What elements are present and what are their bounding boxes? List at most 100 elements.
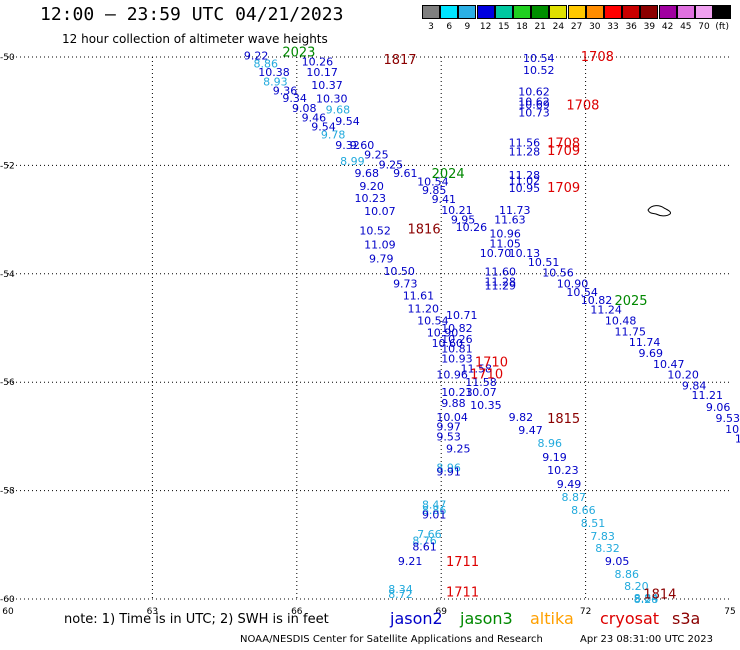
wave-height-label: 9.36 bbox=[273, 85, 298, 98]
x-tick-label: 60 bbox=[2, 607, 14, 617]
wave-height-label: 9.22 bbox=[244, 49, 269, 62]
wave-height-label: 9.21 bbox=[398, 555, 423, 568]
wave-height-label: 9.32 bbox=[335, 139, 360, 152]
wave-height-label: 10.54 bbox=[417, 314, 449, 327]
pass-time-label: 1708 bbox=[581, 50, 614, 65]
wave-height-label: 11.24 bbox=[590, 304, 622, 317]
x-tick-label: 75 bbox=[724, 607, 735, 617]
wave-height-label: 11.56 bbox=[509, 137, 541, 150]
wave-height-label: 7.66 bbox=[417, 528, 442, 541]
wave-height-label: 10.38 bbox=[258, 66, 290, 79]
wave-height-label: 9.46 bbox=[302, 112, 327, 125]
y-tick-label: -50 bbox=[0, 53, 15, 63]
scale-swatch bbox=[604, 5, 622, 19]
pass-time-label: 1710 bbox=[470, 368, 503, 383]
wave-height-label: 10.35 bbox=[470, 399, 502, 412]
legend-s3a: s3a bbox=[672, 609, 701, 628]
wave-height-label: 11.74 bbox=[629, 336, 661, 349]
scale-swatch bbox=[458, 5, 477, 19]
scale-label: 15 bbox=[498, 22, 510, 32]
scale-swatch bbox=[585, 5, 604, 19]
wave-height-label: 9.08 bbox=[292, 102, 317, 115]
wave-height-label: 8.20 bbox=[624, 580, 649, 593]
footer-credit: NOAA/NESDIS Center for Satellite Applica… bbox=[240, 634, 543, 645]
wave-height-label: 8.86 bbox=[614, 568, 639, 581]
wave-height-label: 10.54 bbox=[417, 176, 449, 189]
wave-height-label: 10.52 bbox=[359, 224, 391, 237]
x-tick-label: 63 bbox=[147, 607, 158, 617]
wave-height-label: 10.54 bbox=[523, 52, 555, 65]
wave-height-label: 8.93 bbox=[263, 75, 288, 88]
wave-height-label: 8.86 bbox=[253, 58, 277, 71]
wave-height-label: 11.61 bbox=[403, 289, 435, 302]
scale-label: (ft) bbox=[715, 22, 729, 32]
wave-height-label: 10.30 bbox=[316, 93, 348, 106]
wave-height-label: 10.93 bbox=[441, 352, 473, 365]
scale-label: 12 bbox=[479, 22, 492, 32]
wave-height-label: 10.17 bbox=[306, 66, 338, 79]
scale-label: 30 bbox=[589, 22, 601, 32]
wave-height-label: 11.60 bbox=[485, 266, 517, 279]
wave-height-label: 8.47 bbox=[422, 499, 447, 512]
wave-height-label: 9.20 bbox=[359, 180, 384, 193]
wave-height-label: 11.75 bbox=[614, 325, 646, 338]
wave-height-label: 10.71 bbox=[735, 433, 740, 446]
scale-label: 18 bbox=[516, 22, 528, 32]
wave-height-label: 10.47 bbox=[653, 358, 685, 371]
x-tick-label: 69 bbox=[435, 607, 447, 617]
pass-time-label: 1708 bbox=[547, 137, 580, 152]
map-grid bbox=[8, 56, 730, 600]
pass-time-label: 1815 bbox=[547, 412, 580, 427]
pass-time-label: 1814 bbox=[643, 588, 676, 603]
wave-height-label: 9.47 bbox=[518, 424, 543, 437]
wave-height-label: 11.05 bbox=[489, 237, 521, 250]
legend-jason3: jason3 bbox=[460, 609, 513, 628]
wave-height-labels: 9.228.8610.388.939.369.349.089.469.549.7… bbox=[244, 49, 740, 606]
wave-height-label: 9.68 bbox=[355, 167, 380, 180]
y-tick-label: -58 bbox=[0, 487, 15, 497]
wave-height-label: 10.51 bbox=[528, 256, 560, 269]
wave-height-label: 9.49 bbox=[557, 478, 582, 491]
wave-height-label: 9.34 bbox=[282, 92, 307, 105]
wave-height-label: 7.83 bbox=[590, 530, 615, 543]
wave-height-label: 10.07 bbox=[465, 386, 497, 399]
wave-height-label: 9.05 bbox=[605, 555, 630, 568]
scale-label: 27 bbox=[570, 22, 583, 32]
wave-height-label: 9.78 bbox=[321, 129, 346, 142]
wave-height-label: 9.41 bbox=[432, 193, 457, 206]
wave-height-label: 10.04 bbox=[436, 411, 468, 424]
wave-height-label: 9.53 bbox=[436, 430, 461, 443]
scale-swatch bbox=[476, 5, 495, 19]
scale-label: 24 bbox=[552, 22, 565, 32]
scale-swatch bbox=[531, 5, 550, 19]
pass-time-label: 2023 bbox=[282, 46, 315, 61]
pass-time-label: 2025 bbox=[614, 294, 647, 309]
wave-height-label: 8.76 bbox=[412, 534, 437, 547]
scale-swatch bbox=[622, 5, 641, 19]
scale-label: 6 bbox=[446, 22, 453, 32]
wave-height-label: 11.58 bbox=[465, 376, 497, 389]
wave-height-label: 10.13 bbox=[509, 247, 541, 260]
scale-swatch bbox=[695, 5, 713, 19]
pass-time-label: 1816 bbox=[408, 222, 441, 237]
wave-height-label: 10.21 bbox=[441, 204, 473, 217]
wave-height-label: 9.82 bbox=[509, 411, 534, 424]
wave-height-label: 10.81 bbox=[441, 343, 473, 356]
wave-height-label: 8.87 bbox=[562, 491, 587, 504]
wave-height-label: 10.82 bbox=[441, 322, 473, 335]
wave-height-label: 9.54 bbox=[335, 115, 360, 128]
wave-height-label: 9.01 bbox=[422, 508, 447, 521]
wave-height-label: 10.73 bbox=[518, 106, 550, 119]
x-tick-label: 66 bbox=[291, 607, 303, 617]
wave-height-label: 8.61 bbox=[412, 540, 437, 553]
legend-cryosat: cryosat bbox=[600, 609, 660, 628]
pass-time-label: 2024 bbox=[432, 167, 465, 182]
wave-height-label: 9.69 bbox=[639, 347, 664, 360]
scale-swatch bbox=[549, 5, 568, 19]
wave-height-label: 9.25 bbox=[379, 158, 404, 171]
wave-height-label: 8.96 bbox=[436, 461, 461, 474]
wave-height-label: 11.28 bbox=[509, 145, 541, 158]
scale-swatch bbox=[494, 5, 513, 19]
wave-height-label: 9.19 bbox=[542, 451, 567, 464]
